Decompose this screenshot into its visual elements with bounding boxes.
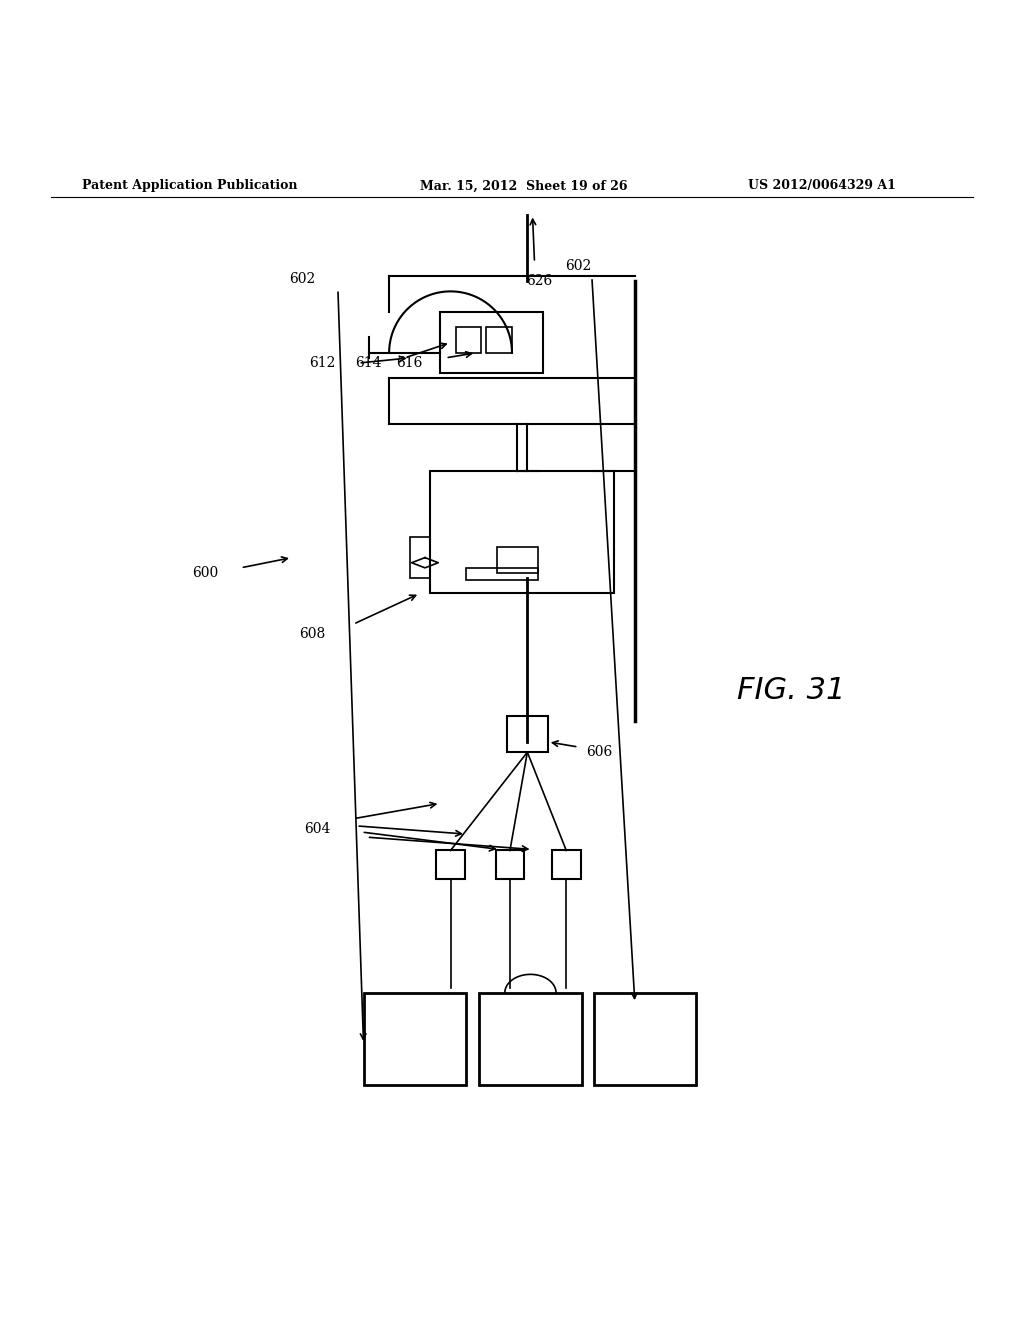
Bar bbox=[594, 993, 696, 1085]
Text: 600: 600 bbox=[191, 566, 218, 579]
Bar bbox=[440, 312, 543, 374]
Text: 608: 608 bbox=[299, 627, 326, 642]
Text: Mar. 15, 2012  Sheet 19 of 26: Mar. 15, 2012 Sheet 19 of 26 bbox=[420, 180, 628, 193]
Text: 614: 614 bbox=[355, 356, 382, 370]
Text: FIG. 31: FIG. 31 bbox=[737, 676, 846, 705]
Bar bbox=[552, 850, 581, 879]
Bar bbox=[486, 327, 512, 352]
Bar bbox=[466, 568, 538, 579]
Text: 602: 602 bbox=[289, 272, 315, 286]
Bar bbox=[436, 850, 465, 879]
Text: 606: 606 bbox=[586, 746, 612, 759]
Text: 616: 616 bbox=[396, 356, 423, 370]
Bar bbox=[430, 470, 614, 594]
Text: 626: 626 bbox=[526, 275, 553, 288]
Text: 612: 612 bbox=[309, 356, 336, 370]
Bar bbox=[364, 993, 466, 1085]
Text: Patent Application Publication: Patent Application Publication bbox=[82, 180, 297, 193]
Text: US 2012/0064329 A1: US 2012/0064329 A1 bbox=[748, 180, 895, 193]
Bar bbox=[456, 327, 481, 352]
Text: 604: 604 bbox=[304, 822, 331, 836]
Bar bbox=[410, 537, 430, 578]
Bar bbox=[507, 717, 548, 752]
Bar bbox=[479, 993, 582, 1085]
Text: 602: 602 bbox=[565, 259, 592, 273]
Bar bbox=[497, 548, 538, 573]
Bar bbox=[496, 850, 524, 879]
